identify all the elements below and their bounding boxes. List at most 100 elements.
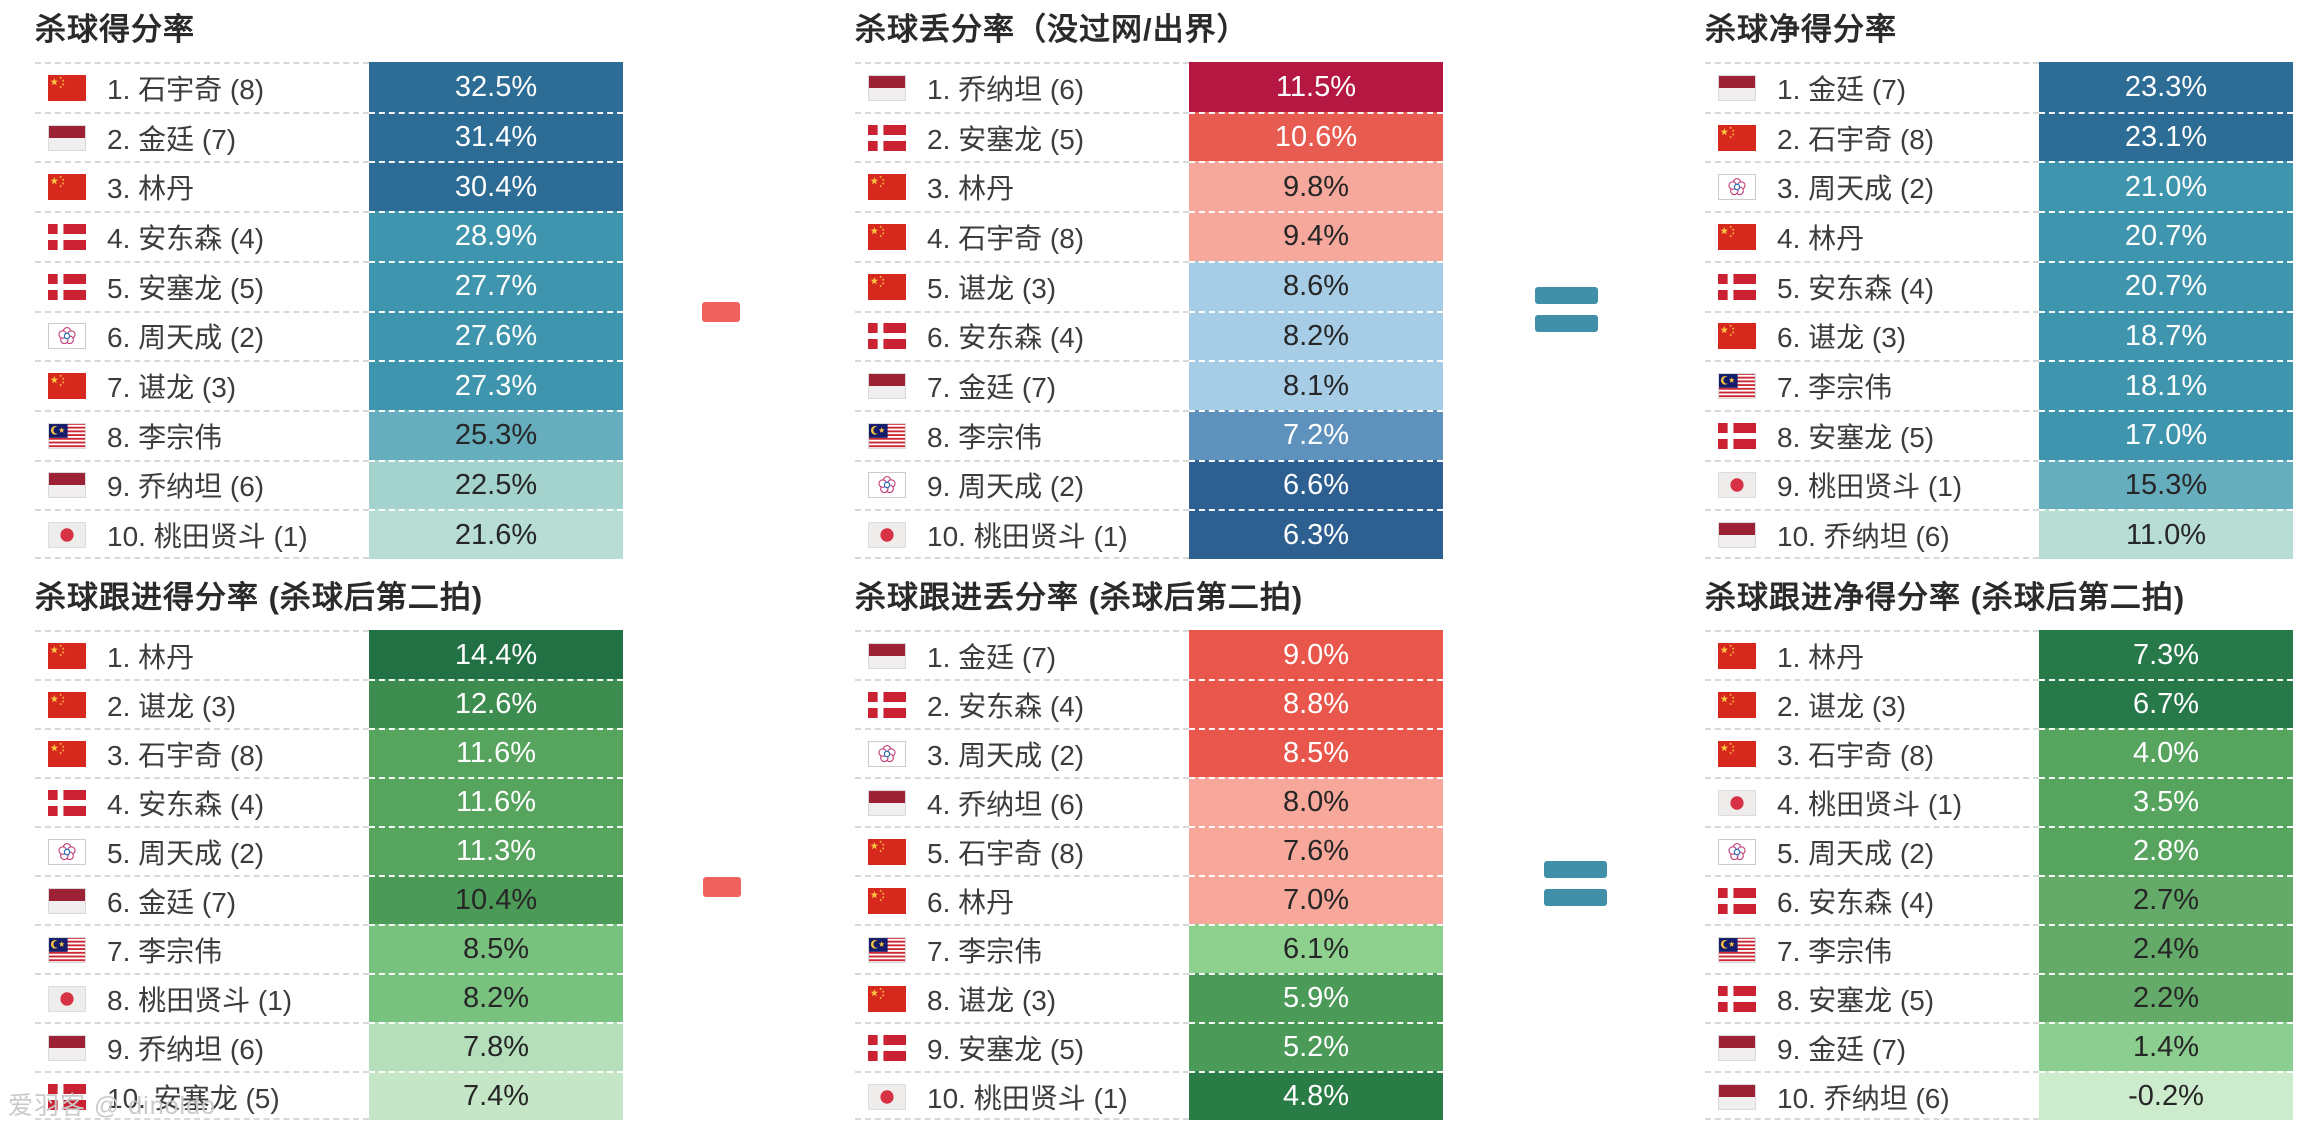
value-bar: 9.0% [1189, 630, 1443, 679]
table-row: 2. 安东森 (4) 8.8% [855, 679, 1443, 728]
table-row: 7. 李宗伟 2.4% [1705, 924, 2293, 973]
player-cell: 2. 安塞龙 (5) [855, 111, 1189, 162]
table-row: 7. 李宗伟 18.1% [1705, 360, 2293, 410]
player-label: 1. 金廷 (7) [927, 641, 1057, 673]
table-row: 5. 安东森 (4) 20.7% [1705, 260, 2293, 311]
table-row: 5. 周天成 (2) 11.3% [35, 826, 623, 875]
denmark-flag [1718, 273, 1756, 300]
value-bar: 30.4% [369, 161, 623, 212]
ranking-table: 1. 金廷 (7) 23.3% 2. 石宇奇 (8) 23.1% 3. 周天成 (2) 2… [1705, 62, 2293, 560]
ranking-table: 1. 金廷 (7) 9.0% 2. 安东森 (4) 8.8% 3. 周天成 (2) 8.5… [855, 630, 1443, 1120]
player-cell: 7. 李宗伟 [35, 924, 369, 973]
player-cell: 10. 乔纳坦 (6) [1705, 1071, 2039, 1120]
denmark-flag [48, 789, 86, 816]
value-bar: 7.6% [1189, 826, 1443, 875]
player-label: 6. 安东森 (4) [927, 322, 1085, 354]
denmark-flag [1718, 887, 1756, 914]
player-cell: 4. 林丹 [1705, 211, 2039, 261]
value-bar: 8.0% [1189, 777, 1443, 826]
value-bar: -0.2% [2039, 1071, 2293, 1120]
player-label: 3. 周天成 (2) [927, 739, 1085, 771]
value-bar: 2.7% [2039, 875, 2293, 924]
table-row: 5. 周天成 (2) 2.8% [1705, 826, 2293, 875]
value-bar: 2.4% [2039, 924, 2293, 973]
japan-flag [48, 522, 86, 549]
indonesia-flag [48, 887, 86, 914]
player-label: 4. 安东森 (4) [107, 222, 265, 254]
player-cell: 2. 谌龙 (3) [35, 679, 369, 728]
indonesia-flag [48, 124, 86, 151]
player-cell: 6. 林丹 [855, 875, 1189, 924]
player-label: 4. 林丹 [1777, 222, 1865, 254]
player-label: 3. 林丹 [107, 173, 195, 205]
player-cell: 9. 周天成 (2) [855, 459, 1189, 510]
table-row: 10. 乔纳坦 (6) -0.2% [1705, 1071, 2293, 1120]
player-label: 8. 安塞龙 (5) [1777, 421, 1935, 453]
ranking-table: 1. 乔纳坦 (6) 11.5% 2. 安塞龙 (5) 10.6% 3. 林丹 9.8% 4… [855, 62, 1443, 560]
player-cell: 10. 桃田贤斗 (1) [855, 1071, 1189, 1120]
player-cell: 8. 安塞龙 (5) [1705, 973, 2039, 1022]
value-bar: 32.5% [369, 62, 623, 112]
denmark-flag [48, 223, 86, 250]
indonesia-flag [1718, 522, 1756, 549]
china-flag [1718, 740, 1756, 767]
denmark-flag [868, 691, 906, 718]
value-bar: 6.3% [1189, 509, 1443, 560]
china-flag [1718, 642, 1756, 669]
player-label: 1. 金廷 (7) [1777, 73, 1907, 105]
player-label: 3. 周天成 (2) [1777, 173, 1935, 205]
player-label: 2. 安东森 (4) [927, 690, 1085, 722]
china-flag [48, 74, 86, 101]
table-row: 6. 林丹 7.0% [855, 875, 1443, 924]
player-label: 4. 石宇奇 (8) [927, 222, 1085, 254]
player-cell: 9. 桃田贤斗 (1) [1705, 459, 2039, 510]
player-label: 10. 桃田贤斗 (1) [927, 1082, 1128, 1114]
table-row: 3. 林丹 9.8% [855, 161, 1443, 212]
player-cell: 1. 金廷 (7) [1705, 62, 2039, 112]
value-bar: 12.6% [369, 679, 623, 728]
player-label: 5. 安塞龙 (5) [107, 272, 265, 304]
player-label: 9. 金廷 (7) [1777, 1033, 1907, 1065]
player-label: 4. 乔纳坦 (6) [927, 788, 1085, 820]
value-bar: 4.8% [1189, 1071, 1443, 1120]
player-label: 9. 安塞龙 (5) [927, 1033, 1085, 1065]
table-row: 9. 周天成 (2) 6.6% [855, 459, 1443, 510]
player-cell: 7. 李宗伟 [1705, 924, 2039, 973]
table-row: 10. 乔纳坦 (6) 11.0% [1705, 509, 2293, 560]
value-bar: 5.9% [1189, 973, 1443, 1022]
table-row: 6. 谌龙 (3) 18.7% [1705, 310, 2293, 361]
table-row: 6. 安东森 (4) 8.2% [855, 310, 1443, 361]
japan-flag [1718, 472, 1756, 499]
value-bar: 6.7% [2039, 679, 2293, 728]
table-row: 10. 桃田贤斗 (1) 4.8% [855, 1071, 1443, 1120]
value-bar: 14.4% [369, 630, 623, 679]
china-flag [48, 740, 86, 767]
table-row: 9. 乔纳坦 (6) 22.5% [35, 459, 623, 510]
china-flag [1718, 323, 1756, 350]
table-row: 7. 李宗伟 6.1% [855, 924, 1443, 973]
player-label: 7. 李宗伟 [1777, 935, 1893, 967]
value-bar: 7.8% [369, 1022, 623, 1071]
player-cell: 2. 谌龙 (3) [1705, 679, 2039, 728]
player-cell: 10. 桃田贤斗 (1) [855, 509, 1189, 559]
value-bar: 15.3% [2039, 459, 2293, 510]
player-cell: 4. 安东森 (4) [35, 211, 369, 261]
player-cell: 8. 李宗伟 [855, 409, 1189, 460]
denmark-flag [1718, 985, 1756, 1012]
china-flag [1718, 223, 1756, 250]
player-cell: 9. 乔纳坦 (6) [35, 459, 369, 510]
player-label: 2. 金廷 (7) [107, 123, 237, 155]
panel-smash-win-rate: 杀球得分率 1. 石宇奇 (8) 32.5% 2. 金廷 (7) 31.4% 3. 林丹… [35, 6, 623, 560]
table-row: 6. 安东森 (4) 2.7% [1705, 875, 2293, 924]
denmark-flag [868, 124, 906, 151]
table-row: 8. 安塞龙 (5) 17.0% [1705, 409, 2293, 460]
table-row: 2. 金廷 (7) 31.4% [35, 111, 623, 162]
value-bar: 10.4% [369, 875, 623, 924]
player-cell: 2. 石宇奇 (8) [1705, 111, 2039, 162]
malaysia-flag [868, 422, 906, 449]
table-row: 8. 李宗伟 7.2% [855, 409, 1443, 460]
player-label: 3. 石宇奇 (8) [107, 739, 265, 771]
malaysia-flag [48, 422, 86, 449]
china-flag [868, 838, 906, 865]
value-bar: 23.3% [2039, 62, 2293, 112]
